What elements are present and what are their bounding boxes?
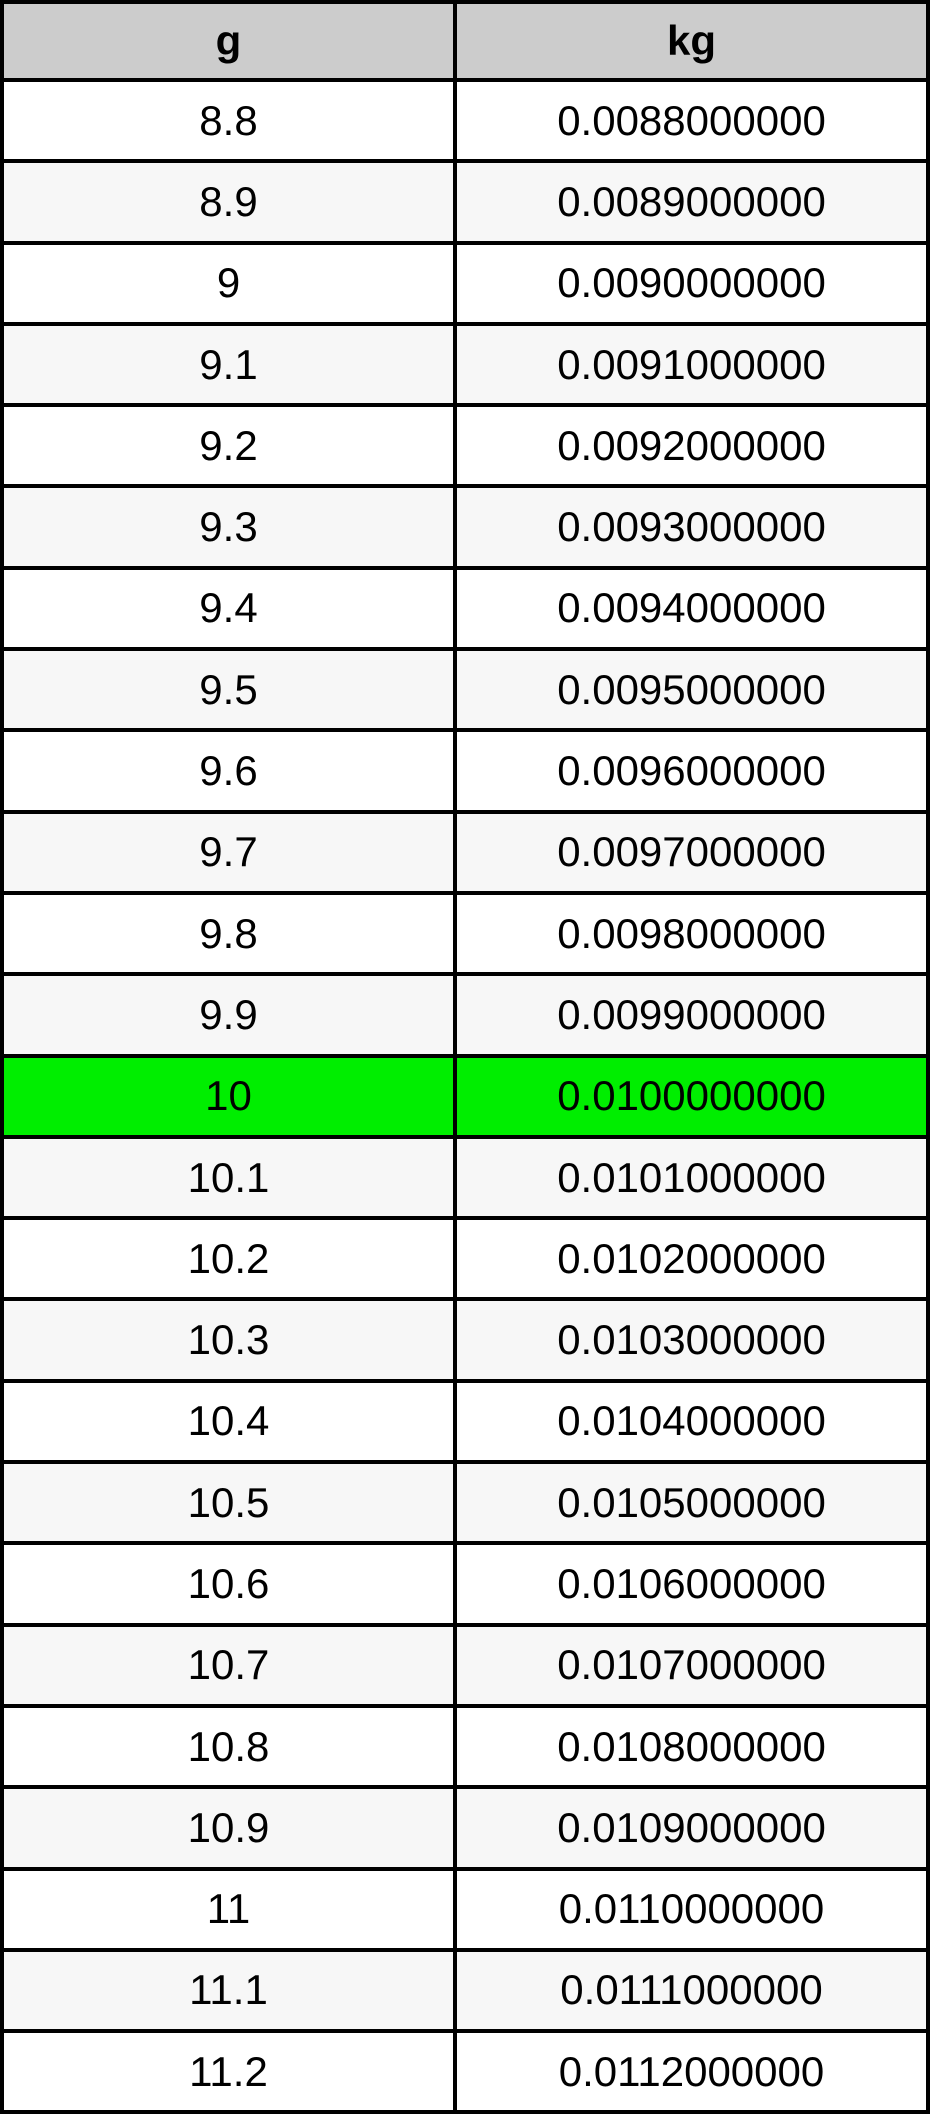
kg-cell: 0.0090000000 bbox=[457, 244, 930, 326]
g-cell: 10.4 bbox=[4, 1382, 457, 1465]
g-cell: 10 bbox=[4, 1057, 457, 1139]
table-row: 10.9 0.0109000000 bbox=[4, 1789, 930, 1871]
g-cell: 9.1 bbox=[4, 325, 457, 408]
kg-cell: 0.0106000000 bbox=[457, 1545, 930, 1627]
kg-cell: 0.0088000000 bbox=[457, 82, 930, 164]
table-row: 10.6 0.0106000000 bbox=[4, 1545, 930, 1627]
kg-cell: 0.0104000000 bbox=[457, 1382, 930, 1465]
table-row-highlighted: 10 0.0100000000 bbox=[4, 1057, 930, 1139]
kg-cell: 0.0103000000 bbox=[457, 1301, 930, 1383]
g-cell: 11 bbox=[4, 1870, 457, 1952]
table-row: 9.5 0.0095000000 bbox=[4, 651, 930, 733]
table-row: 9.2 0.0092000000 bbox=[4, 407, 930, 489]
g-cell: 9.4 bbox=[4, 569, 457, 652]
g-cell: 8.9 bbox=[4, 163, 457, 245]
g-cell: 9.5 bbox=[4, 651, 457, 733]
g-cell: 9 bbox=[4, 244, 457, 326]
table-row: 9.8 0.0098000000 bbox=[4, 894, 930, 977]
g-cell: 10.7 bbox=[4, 1626, 457, 1708]
table-row: 9.1 0.0091000000 bbox=[4, 325, 930, 408]
table-row: 9.9 0.0099000000 bbox=[4, 976, 930, 1058]
kg-cell: 0.0089000000 bbox=[457, 163, 930, 245]
column-header-kg: kg bbox=[457, 4, 930, 82]
g-cell: 10.6 bbox=[4, 1545, 457, 1627]
g-cell: 10.1 bbox=[4, 1138, 457, 1221]
kg-cell: 0.0091000000 bbox=[457, 325, 930, 408]
kg-cell: 0.0094000000 bbox=[457, 569, 930, 652]
column-header-g: g bbox=[4, 4, 457, 82]
g-cell: 10.2 bbox=[4, 1220, 457, 1302]
kg-cell: 0.0098000000 bbox=[457, 894, 930, 977]
table-row: 11.2 0.0112000000 bbox=[4, 2033, 930, 2115]
table-body: 8.8 0.0088000000 8.9 0.0089000000 9 0.0090000… bbox=[4, 82, 930, 2115]
kg-cell: 0.0093000000 bbox=[457, 488, 930, 570]
kg-cell: 0.0099000000 bbox=[457, 976, 930, 1058]
g-cell: 9.7 bbox=[4, 813, 457, 895]
table-row: 9.6 0.0096000000 bbox=[4, 732, 930, 814]
table-row: 9.3 0.0093000000 bbox=[4, 488, 930, 570]
table-row: 8.8 0.0088000000 bbox=[4, 82, 930, 164]
kg-cell: 0.0109000000 bbox=[457, 1789, 930, 1871]
table-row: 10.5 0.0105000000 bbox=[4, 1464, 930, 1546]
table-row: 10.4 0.0104000000 bbox=[4, 1382, 930, 1465]
table-row: 10.1 0.0101000000 bbox=[4, 1138, 930, 1221]
table-row: 9 0.0090000000 bbox=[4, 244, 930, 326]
g-cell: 11.2 bbox=[4, 2033, 457, 2115]
kg-cell: 0.0102000000 bbox=[457, 1220, 930, 1302]
g-cell: 11.1 bbox=[4, 1951, 457, 2034]
kg-cell: 0.0096000000 bbox=[457, 732, 930, 814]
header-row: g kg bbox=[4, 4, 930, 82]
table-row: 11 0.0110000000 bbox=[4, 1870, 930, 1952]
table-row: 10.2 0.0102000000 bbox=[4, 1220, 930, 1302]
g-cell: 9.2 bbox=[4, 407, 457, 489]
g-cell: 9.8 bbox=[4, 894, 457, 977]
kg-cell: 0.0107000000 bbox=[457, 1626, 930, 1708]
table-row: 9.4 0.0094000000 bbox=[4, 569, 930, 652]
kg-cell: 0.0100000000 bbox=[457, 1057, 930, 1139]
kg-cell: 0.0111000000 bbox=[457, 1951, 930, 2034]
kg-cell: 0.0095000000 bbox=[457, 651, 930, 733]
table-header: g kg bbox=[4, 4, 930, 82]
table-row: 8.9 0.0089000000 bbox=[4, 163, 930, 245]
g-cell: 10.9 bbox=[4, 1789, 457, 1871]
g-cell: 9.3 bbox=[4, 488, 457, 570]
g-cell: 10.3 bbox=[4, 1301, 457, 1383]
g-cell: 9.6 bbox=[4, 732, 457, 814]
kg-cell: 0.0105000000 bbox=[457, 1464, 930, 1546]
table-row: 10.8 0.0108000000 bbox=[4, 1707, 930, 1790]
g-cell: 8.8 bbox=[4, 82, 457, 164]
kg-cell: 0.0108000000 bbox=[457, 1707, 930, 1790]
kg-cell: 0.0112000000 bbox=[457, 2033, 930, 2115]
kg-cell: 0.0097000000 bbox=[457, 813, 930, 895]
table-row: 11.1 0.0111000000 bbox=[4, 1951, 930, 2034]
table-row: 9.7 0.0097000000 bbox=[4, 813, 930, 895]
table-row: 10.3 0.0103000000 bbox=[4, 1301, 930, 1383]
kg-cell: 0.0092000000 bbox=[457, 407, 930, 489]
g-cell: 10.5 bbox=[4, 1464, 457, 1546]
kg-cell: 0.0101000000 bbox=[457, 1138, 930, 1221]
g-cell: 9.9 bbox=[4, 976, 457, 1058]
kg-cell: 0.0110000000 bbox=[457, 1870, 930, 1952]
g-cell: 10.8 bbox=[4, 1707, 457, 1790]
table-row: 10.7 0.0107000000 bbox=[4, 1626, 930, 1708]
